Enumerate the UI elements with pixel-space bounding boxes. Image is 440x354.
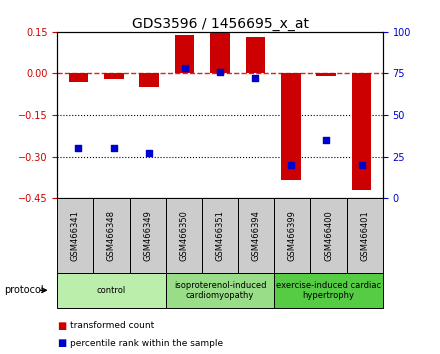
Point: [110, 145, 117, 151]
Text: isoproterenol-induced
cardiomyopathy: isoproterenol-induced cardiomyopathy: [174, 281, 266, 300]
Bar: [316, 74, 336, 76]
Text: GSM466348: GSM466348: [107, 210, 116, 261]
Text: exercise-induced cardiac
hypertrophy: exercise-induced cardiac hypertrophy: [276, 281, 381, 300]
Text: GSM466350: GSM466350: [180, 210, 188, 261]
Text: GSM466341: GSM466341: [71, 210, 80, 261]
Text: GSM466401: GSM466401: [360, 210, 369, 261]
Bar: [139, 74, 159, 87]
Point: [181, 65, 188, 71]
Point: [287, 162, 294, 168]
Text: GSM466349: GSM466349: [143, 210, 152, 261]
Text: GSM466394: GSM466394: [252, 210, 260, 261]
Bar: [246, 38, 265, 74]
Title: GDS3596 / 1456695_x_at: GDS3596 / 1456695_x_at: [132, 17, 308, 31]
Text: transformed count: transformed count: [70, 321, 154, 330]
Bar: [175, 35, 194, 74]
Text: percentile rank within the sample: percentile rank within the sample: [70, 339, 224, 348]
Point: [358, 162, 365, 168]
Text: GSM466351: GSM466351: [216, 210, 224, 261]
Bar: [281, 74, 301, 180]
Point: [75, 145, 82, 151]
Text: ■: ■: [57, 321, 66, 331]
Point: [252, 76, 259, 81]
Text: ■: ■: [57, 338, 66, 348]
Point: [216, 69, 224, 75]
Text: GSM466399: GSM466399: [288, 210, 297, 261]
Text: control: control: [97, 286, 126, 295]
Text: protocol: protocol: [4, 285, 44, 295]
Bar: [210, 33, 230, 74]
Point: [323, 137, 330, 143]
Text: GSM466400: GSM466400: [324, 210, 333, 261]
Bar: [352, 74, 371, 190]
Bar: [69, 74, 88, 82]
Bar: [104, 74, 124, 79]
Point: [146, 150, 153, 156]
